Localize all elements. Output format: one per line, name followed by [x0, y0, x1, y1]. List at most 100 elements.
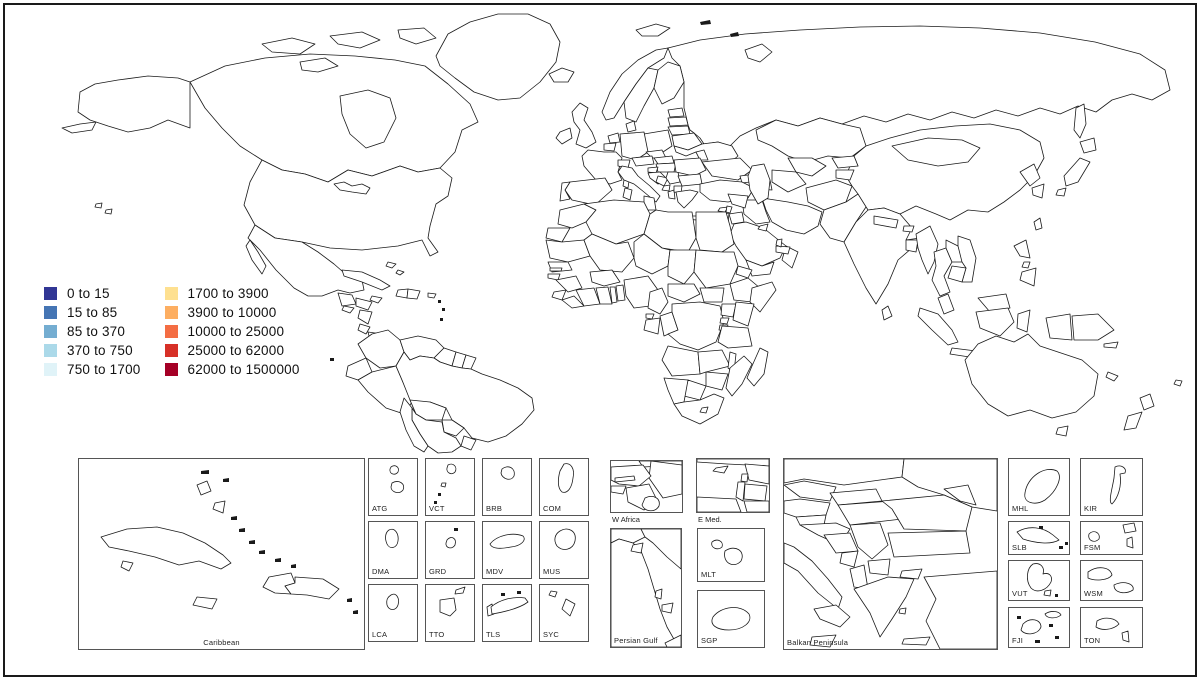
country-tls [490, 597, 529, 615]
inset-grd: GRD [425, 521, 475, 579]
country-zmb [697, 349, 731, 375]
country-usa [61, 121, 97, 134]
country-sdn [693, 249, 739, 289]
country-mus [554, 528, 576, 550]
country-irn [761, 197, 823, 235]
country-tza [717, 325, 753, 349]
country-yem [745, 259, 775, 277]
country-pri [427, 292, 437, 299]
country-gha [595, 286, 613, 305]
legend-item: 62000 to 1500000 [164, 362, 300, 377]
country-rwa [719, 317, 730, 325]
country-gnb [547, 273, 561, 281]
country-cze [784, 480, 837, 502]
inset-label: MDV [486, 567, 504, 576]
inset-label: ATG [372, 504, 388, 513]
legend-label: 10000 to 25000 [187, 323, 285, 339]
country-mdg [746, 347, 769, 387]
country-cub [100, 526, 232, 570]
country-sau [743, 500, 769, 512]
country-qat [775, 238, 783, 248]
hudson-bay [339, 89, 397, 149]
country-esh [545, 227, 571, 243]
inset-label: LCA [372, 630, 388, 639]
country-srb [849, 522, 889, 560]
country-prk [1019, 163, 1041, 187]
legend-column-2: 1700 to 3900 3900 to 10000 10000 to 2500… [164, 286, 300, 377]
inset-sgp: SGP [697, 590, 765, 648]
inset-label: MUS [543, 567, 561, 576]
country-srb [665, 171, 681, 185]
country-tkm [771, 169, 807, 193]
country-ncl [1105, 371, 1119, 382]
legend-item: 750 to 1700 [44, 362, 141, 377]
country-deu [619, 131, 649, 161]
inset-slb: SLB [1008, 521, 1070, 555]
country-are [775, 245, 791, 255]
country-zwe [705, 371, 729, 391]
country-kgz [831, 155, 859, 169]
country-fji [1044, 611, 1062, 619]
country-jor [728, 211, 745, 225]
country-lbn [725, 205, 733, 214]
legend-swatch [164, 305, 178, 319]
legend-item: 1700 to 3900 [164, 286, 300, 301]
country-cyp [712, 465, 729, 474]
legend-swatch [44, 305, 57, 319]
country-gnq [645, 313, 655, 320]
country-ssd [699, 287, 725, 303]
inset-label: FSM [1084, 543, 1101, 552]
country-jpn [1063, 157, 1091, 187]
country-ken [732, 301, 755, 327]
country-mne [839, 550, 859, 568]
country-aut [631, 155, 655, 167]
country-hun [655, 162, 677, 173]
country-uga [720, 303, 737, 318]
country-chn [845, 123, 1045, 221]
country-grc [901, 636, 931, 646]
country-wsm [1113, 582, 1134, 594]
country-jpn [1079, 137, 1097, 154]
country-chl [399, 397, 429, 453]
country-vut [1027, 563, 1052, 592]
legend-label: 0 to 15 [67, 285, 110, 301]
inset-tto: TTO [425, 584, 475, 642]
legend-swatch [44, 362, 57, 376]
country-gbr [571, 102, 597, 149]
country-mlt [724, 547, 743, 565]
country-bel [603, 142, 617, 152]
country-khm [947, 265, 967, 283]
inset-label: SYC [543, 630, 560, 639]
country-tur [923, 570, 997, 649]
inset-dma: DMA [368, 521, 418, 579]
inset-label: BRB [486, 504, 503, 513]
inset-e-med [696, 458, 770, 513]
country-rus [667, 25, 1171, 147]
country-gmb [549, 267, 563, 272]
inset-mus: MUS [539, 521, 589, 579]
country-atg [390, 481, 405, 493]
country-aut [784, 498, 831, 518]
country-bhs [395, 269, 405, 276]
country-zaf [673, 393, 725, 425]
country-fin [653, 61, 685, 105]
country-cmr [647, 287, 669, 315]
inset-mhl: MHL [1008, 458, 1070, 516]
country-egy [695, 211, 735, 253]
country-dza [583, 199, 651, 245]
country-mmr [915, 225, 939, 275]
country-syr [744, 463, 769, 485]
country-lao [945, 239, 965, 263]
country-pol [784, 459, 905, 486]
country-aus [1055, 425, 1069, 437]
inset-label: SGP [701, 636, 718, 645]
country-dom [284, 576, 340, 600]
country-isr [735, 481, 746, 502]
country-rus [1073, 103, 1087, 139]
country-syc [548, 590, 558, 598]
country-mda [695, 149, 709, 161]
inset-label: SLB [1012, 543, 1027, 552]
inset-label: MHL [1012, 504, 1029, 513]
country-rou [673, 157, 707, 177]
country-idn [1045, 313, 1073, 341]
